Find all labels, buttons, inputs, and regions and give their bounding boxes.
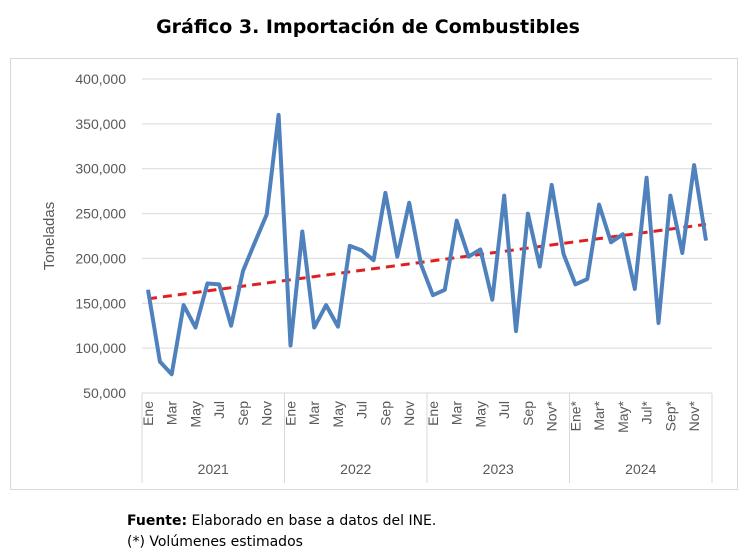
data-point bbox=[610, 241, 612, 243]
data-point bbox=[289, 344, 291, 346]
series-line bbox=[146, 112, 708, 377]
y-axis-label: Toneladas bbox=[41, 202, 58, 270]
data-point bbox=[669, 195, 671, 197]
data-point bbox=[147, 289, 149, 291]
x-tick-label: Mar bbox=[306, 401, 322, 425]
year-label: 2023 bbox=[483, 461, 514, 477]
data-point bbox=[586, 278, 588, 280]
data-point bbox=[681, 252, 683, 254]
data-point bbox=[373, 259, 375, 261]
data-point bbox=[301, 231, 303, 233]
data-point bbox=[230, 325, 232, 327]
data-point bbox=[361, 249, 363, 251]
x-tick-label: Ene bbox=[140, 401, 156, 426]
x-tick-label: Ene* bbox=[567, 400, 583, 431]
x-tick-label: Jul bbox=[496, 401, 512, 419]
data-point bbox=[384, 192, 386, 194]
data-point bbox=[183, 304, 185, 306]
import-series-line bbox=[146, 112, 708, 377]
y-tick-label: 200,000 bbox=[75, 250, 126, 266]
data-point bbox=[622, 233, 624, 235]
x-tick-label: Sep bbox=[377, 401, 393, 426]
x-tick-label: May bbox=[472, 401, 488, 427]
data-point bbox=[634, 288, 636, 290]
year-label: 2022 bbox=[340, 461, 371, 477]
data-point bbox=[574, 283, 576, 285]
data-point bbox=[337, 326, 339, 328]
estimate-note: (*) Volúmenes estimados bbox=[127, 534, 303, 550]
x-tick-label: Nov bbox=[259, 401, 275, 426]
x-tick-label: Sep bbox=[520, 401, 536, 426]
footer: Fuente: Elaborado en base a datos del IN… bbox=[127, 511, 436, 553]
source-line: Fuente: Elaborado en base a datos del IN… bbox=[127, 511, 436, 532]
data-point bbox=[598, 204, 600, 206]
x-tick-label: May bbox=[330, 401, 346, 427]
data-point bbox=[396, 256, 398, 258]
data-point bbox=[479, 248, 481, 250]
x-tick-label: Sep* bbox=[662, 400, 678, 431]
y-tick-label: 300,000 bbox=[75, 161, 126, 177]
data-point bbox=[206, 283, 208, 285]
data-point bbox=[646, 177, 648, 179]
y-tick-label: 250,000 bbox=[75, 206, 126, 222]
x-tick-label: Nov* bbox=[686, 400, 702, 431]
data-point bbox=[658, 322, 660, 324]
y-tick-label: 50,000 bbox=[83, 385, 126, 401]
data-point bbox=[527, 213, 529, 215]
data-point bbox=[266, 213, 268, 215]
data-point bbox=[468, 256, 470, 258]
data-point bbox=[539, 266, 541, 268]
source-text: Elaborado en base a datos del INE. bbox=[187, 513, 437, 529]
chart-title: Gráfico 3. Importación de Combustibles bbox=[156, 16, 580, 38]
x-tick-label: May* bbox=[615, 400, 631, 432]
data-point bbox=[515, 330, 517, 332]
data-point bbox=[159, 361, 161, 363]
data-point bbox=[456, 220, 458, 222]
chart-frame bbox=[10, 58, 738, 490]
data-point bbox=[503, 195, 505, 197]
data-point bbox=[278, 114, 280, 116]
year-label: 2024 bbox=[625, 461, 656, 477]
x-tick-label: Nov bbox=[401, 401, 417, 426]
data-point bbox=[349, 245, 351, 247]
y-axis: 50,000 100,000 150,000 200,000 250,000 300,00… bbox=[75, 71, 126, 401]
year-label: 2021 bbox=[198, 461, 229, 477]
y-tick-label: 400,000 bbox=[75, 71, 126, 87]
x-tick-label: Ene bbox=[282, 401, 298, 426]
y-tick-label: 350,000 bbox=[75, 116, 126, 132]
data-point bbox=[705, 239, 707, 241]
x-tick-label: Ene bbox=[425, 401, 441, 426]
data-point bbox=[420, 264, 422, 266]
data-point bbox=[254, 241, 256, 243]
x-tick-label: Mar bbox=[164, 401, 180, 425]
data-point bbox=[563, 253, 565, 255]
data-point bbox=[432, 294, 434, 296]
x-tick-label: Jul bbox=[211, 401, 227, 419]
data-point bbox=[242, 270, 244, 272]
data-point bbox=[218, 283, 220, 285]
x-tick-label: Jul bbox=[354, 401, 370, 419]
x-tick-label: Mar bbox=[449, 401, 465, 425]
x-tick-label: Mar* bbox=[591, 400, 607, 430]
x-tick-label: May bbox=[187, 401, 203, 427]
data-point bbox=[325, 304, 327, 306]
line-chart: 50,000 100,000 150,000 200,000 250,000 300,00… bbox=[41, 71, 713, 483]
data-point bbox=[408, 202, 410, 204]
x-tick-label: Nov* bbox=[544, 400, 560, 431]
data-point bbox=[551, 184, 553, 186]
data-point bbox=[313, 327, 315, 329]
data-point bbox=[444, 289, 446, 291]
y-tick-label: 100,000 bbox=[75, 340, 126, 356]
source-label: Fuente: bbox=[127, 513, 188, 529]
x-axis: 2021 Ene Mar May Jul Sep Nov 2022 Ene Mar May Jul Se… bbox=[140, 392, 713, 483]
data-point bbox=[194, 327, 196, 329]
data-point bbox=[491, 299, 493, 301]
data-point bbox=[693, 164, 695, 166]
y-tick-label: 150,000 bbox=[75, 295, 126, 311]
x-tick-label: Sep bbox=[235, 401, 251, 426]
x-tick-label: Jul* bbox=[639, 400, 655, 424]
data-point bbox=[171, 373, 173, 375]
